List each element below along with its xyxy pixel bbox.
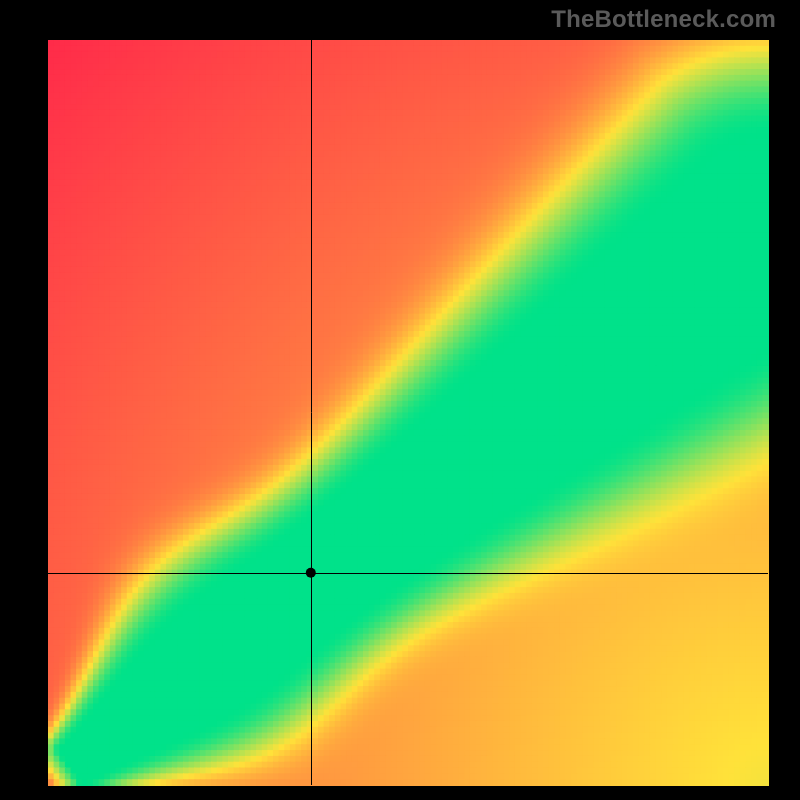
bottleneck-heatmap: [0, 0, 800, 800]
watermark-text: TheBottleneck.com: [551, 6, 776, 34]
